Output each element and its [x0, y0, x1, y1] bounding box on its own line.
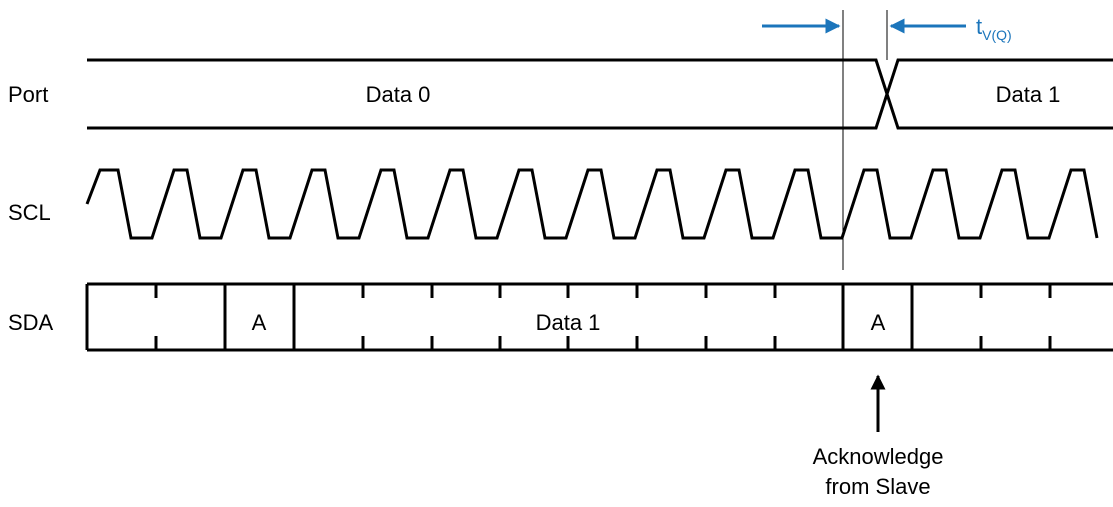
acknowledge-label-line-2: from Slave [825, 474, 930, 499]
port-data-1-label: Data 1 [996, 82, 1061, 107]
scl-clock-waveform [85, 168, 1099, 240]
sda-ack-1-label: A [252, 310, 267, 335]
timing-symbol: t [976, 14, 982, 39]
port-data-0-label: Data 0 [366, 82, 431, 107]
sda-data-1-label: Data 1 [536, 310, 601, 335]
timing-label: tV(Q) [976, 14, 1012, 43]
scl-signal-label: SCL [8, 200, 51, 225]
sda-signal-label: SDA [8, 310, 54, 335]
sda-bit-ticks [154, 284, 1052, 350]
timing-subscript: V(Q) [982, 27, 1012, 43]
port-bus-waveform [87, 58, 1113, 130]
port-signal-label: Port [8, 82, 48, 107]
sda-bus-frame [85, 282, 1113, 352]
sda-ack-2-label: A [871, 310, 886, 335]
acknowledge-label-line-1: Acknowledge [813, 444, 944, 469]
